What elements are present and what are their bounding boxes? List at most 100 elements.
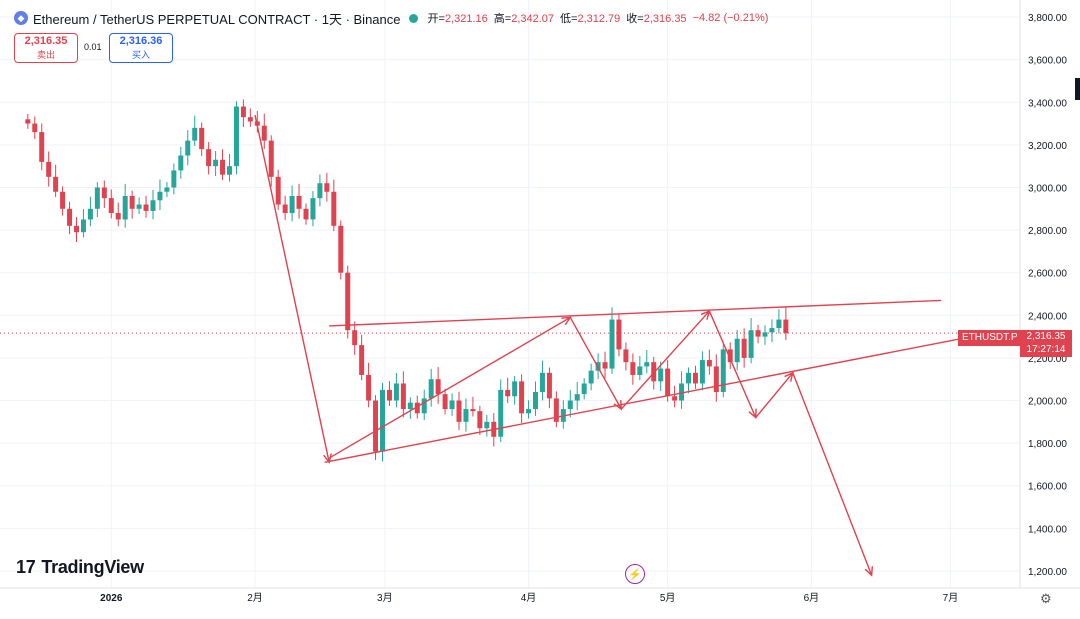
price-tick-label: 3,000.00 xyxy=(1028,183,1067,194)
symbol-header: ◆ Ethereum / TetherUS PERPETUAL CONTRACT… xyxy=(14,8,768,28)
candle-body xyxy=(546,372,552,399)
candle-body xyxy=(414,402,420,414)
grid-lines xyxy=(0,0,1020,588)
candle-body xyxy=(275,176,281,205)
candle-body xyxy=(630,362,636,375)
price-tick-label: 3,400.00 xyxy=(1028,98,1067,109)
candle-body xyxy=(644,362,650,367)
candle-body xyxy=(567,400,573,410)
price-change: −4.82 (−0.21%) xyxy=(692,12,769,24)
candle-body xyxy=(338,225,344,273)
candle-body xyxy=(713,366,719,392)
projection-path xyxy=(708,310,873,576)
sell-label: 卖出 xyxy=(36,50,55,60)
candle-body xyxy=(386,389,392,401)
candle-body xyxy=(380,389,385,452)
zigzag-up-arrows xyxy=(328,310,710,459)
candle-body xyxy=(651,362,657,382)
trend-drawings xyxy=(254,114,984,577)
market-status-icon xyxy=(408,13,418,23)
candle-body xyxy=(706,360,712,367)
ohlc-open: 开=2,321.16 xyxy=(427,13,488,25)
candle-body xyxy=(449,400,455,410)
price-tick-label: 1,800.00 xyxy=(1028,439,1067,450)
candle-body xyxy=(289,196,295,214)
candle-body xyxy=(74,225,79,233)
candle-body xyxy=(129,196,135,209)
candle-body xyxy=(87,208,93,220)
candle-body xyxy=(213,159,219,167)
candle-body xyxy=(115,213,121,220)
candle-body xyxy=(484,421,490,429)
candle-body xyxy=(477,411,483,429)
candle-body xyxy=(783,319,789,334)
candle-body xyxy=(101,187,107,199)
candle-body xyxy=(373,400,379,452)
ohlc-close: 收=2,316.35 xyxy=(626,13,687,25)
tradingview-logo[interactable]: 17 TradingView xyxy=(16,557,144,578)
candle-body xyxy=(143,204,149,211)
candle-body xyxy=(665,368,671,397)
buy-button[interactable]: 2,316.36 买入 xyxy=(109,33,173,63)
candle-body xyxy=(679,383,685,401)
bar-countdown: 17:27:14 xyxy=(1026,344,1066,355)
candle-body xyxy=(539,372,545,392)
price-tick-label: 1,600.00 xyxy=(1028,482,1067,493)
time-tick-label: 7月 xyxy=(943,592,959,604)
candle-body xyxy=(637,366,643,375)
ohlc-high: 高=2,342.07 xyxy=(493,13,555,25)
price-tick-label: 2,600.00 xyxy=(1028,269,1067,280)
candle-body xyxy=(692,372,698,384)
candle-body xyxy=(609,319,615,369)
time-tick-label: 6月 xyxy=(804,592,820,604)
candle-body xyxy=(185,140,191,156)
sell-button[interactable]: 2,316.35 卖出 xyxy=(14,33,78,63)
arrow-head xyxy=(864,566,874,577)
symbol-price-tag: ETHUSDT.P xyxy=(958,330,1022,346)
candle-body xyxy=(199,127,205,150)
candle-body xyxy=(526,409,532,414)
candle-body xyxy=(352,330,358,346)
candle-body xyxy=(206,149,212,167)
candle-body xyxy=(67,208,73,226)
price-tick-label: 2,800.00 xyxy=(1028,226,1067,237)
candle-body xyxy=(178,155,184,171)
price-tick-label: 3,600.00 xyxy=(1028,56,1067,67)
candle-body xyxy=(268,140,274,177)
candle-body xyxy=(456,400,462,422)
last-price-tag: 2,316.35 17:27:14 xyxy=(1020,330,1072,357)
time-tick-label: 2026 xyxy=(100,593,123,604)
candle-body xyxy=(192,127,198,141)
price-axis[interactable]: 1,200.00 1,400.00 1,600.00 1,800.00 2,000.00… xyxy=(1019,0,1067,588)
arrow-head xyxy=(748,408,757,420)
impulse-down-arrow xyxy=(254,114,330,463)
candle-body xyxy=(94,187,100,209)
time-axis[interactable]: 2026 2月 3月 4月 5月 6月 7月 xyxy=(0,587,1080,604)
candle-body xyxy=(32,123,38,133)
brand-name: TradingView xyxy=(41,557,144,577)
candle-body xyxy=(505,389,511,397)
arrow-head xyxy=(784,371,794,382)
price-tick-label: 2,400.00 xyxy=(1028,311,1067,322)
candle-body xyxy=(400,383,406,410)
tradingview-logo-icon: 17 xyxy=(16,557,36,577)
candle-body xyxy=(769,328,775,333)
buy-label: 买入 xyxy=(131,50,150,60)
scroll-handle[interactable] xyxy=(1075,78,1080,100)
gear-icon[interactable]: ⚙ xyxy=(1040,591,1052,606)
candle-body xyxy=(421,398,427,414)
symbol-title[interactable]: Ethereum / TetherUS PERPETUAL CONTRACT ·… xyxy=(33,11,401,27)
price-tick-label: 3,200.00 xyxy=(1028,141,1067,152)
candle-body xyxy=(574,394,580,401)
price-tick-label: 1,400.00 xyxy=(1028,524,1067,535)
candle-body xyxy=(658,368,664,382)
candle-body xyxy=(581,383,587,395)
price-tick-label: 1,200.00 xyxy=(1028,567,1067,578)
lightning-event-icon[interactable]: ⚡ xyxy=(625,564,645,584)
candle-body xyxy=(39,132,45,162)
candle-body xyxy=(720,349,726,392)
candle-body xyxy=(25,119,31,124)
candle-body xyxy=(407,402,413,410)
candle-body xyxy=(240,106,246,118)
